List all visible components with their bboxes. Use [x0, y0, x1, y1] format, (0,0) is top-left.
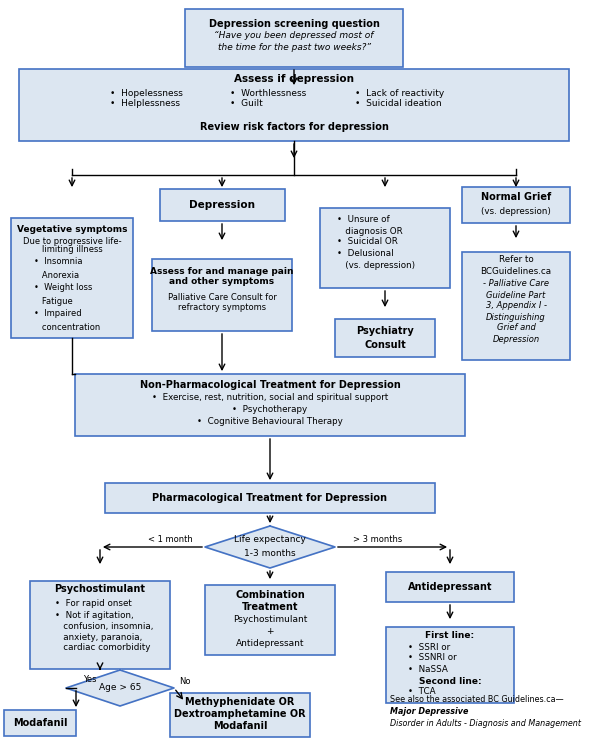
- FancyBboxPatch shape: [19, 69, 569, 141]
- Text: - Palliative Care: - Palliative Care: [483, 279, 549, 288]
- Text: Dextroamphetamine OR: Dextroamphetamine OR: [174, 709, 306, 719]
- FancyBboxPatch shape: [11, 218, 133, 338]
- Text: Distinguishing: Distinguishing: [486, 313, 546, 321]
- Text: •  Psychotherapy: • Psychotherapy: [233, 406, 307, 415]
- Text: Fatigue: Fatigue: [34, 296, 73, 305]
- Text: < 1 month: < 1 month: [148, 534, 193, 543]
- Text: refractory symptoms: refractory symptoms: [178, 304, 266, 313]
- Text: Normal Grief: Normal Grief: [481, 192, 551, 202]
- FancyBboxPatch shape: [185, 9, 403, 67]
- Text: •  Worthlessness: • Worthlessness: [230, 89, 306, 98]
- Text: •  Delusional: • Delusional: [337, 250, 393, 259]
- Text: the time for the past two weeks?”: the time for the past two weeks?”: [217, 44, 370, 52]
- Text: Anorexia: Anorexia: [34, 270, 79, 279]
- FancyBboxPatch shape: [205, 585, 335, 655]
- Text: “Have you been depressed most of: “Have you been depressed most of: [214, 32, 373, 41]
- Text: (vs. depression): (vs. depression): [481, 206, 551, 216]
- Text: •  Suicidal OR: • Suicidal OR: [337, 237, 398, 247]
- Text: Psychostimulant: Psychostimulant: [55, 584, 145, 594]
- Text: Depression: Depression: [492, 335, 540, 344]
- FancyBboxPatch shape: [335, 319, 435, 357]
- Text: Grief and: Grief and: [497, 324, 535, 333]
- Text: Antidepressant: Antidepressant: [236, 639, 305, 649]
- Text: Assess if depression: Assess if depression: [234, 74, 354, 84]
- Text: First line:: First line:: [425, 630, 475, 639]
- Text: Psychiatry: Psychiatry: [356, 326, 414, 336]
- Text: Second line:: Second line:: [419, 676, 481, 686]
- Text: cardiac comorbidity: cardiac comorbidity: [55, 644, 150, 653]
- Text: •  NaSSA: • NaSSA: [408, 664, 448, 673]
- Text: anxiety, paranoia,: anxiety, paranoia,: [55, 633, 143, 641]
- Text: Methyphenidate OR: Methyphenidate OR: [186, 697, 294, 707]
- Text: 3, Appendix I -: 3, Appendix I -: [485, 302, 547, 310]
- Text: Assess for and manage pain: Assess for and manage pain: [150, 267, 294, 276]
- Text: Pharmacological Treatment for Depression: Pharmacological Treatment for Depression: [153, 493, 388, 503]
- FancyBboxPatch shape: [386, 627, 514, 703]
- Polygon shape: [66, 670, 174, 706]
- Text: See also the associated BC Guidelines.ca—: See also the associated BC Guidelines.ca…: [390, 695, 564, 704]
- Text: Depression: Depression: [189, 200, 255, 210]
- Text: 1-3 months: 1-3 months: [244, 550, 296, 559]
- Text: +: +: [266, 627, 274, 636]
- Text: Age > 65: Age > 65: [99, 684, 141, 692]
- FancyBboxPatch shape: [386, 572, 514, 602]
- Text: •  SSNRI or: • SSNRI or: [408, 653, 456, 662]
- Text: •  Lack of reactivity: • Lack of reactivity: [355, 89, 444, 98]
- Text: BCGuidelines.ca: BCGuidelines.ca: [481, 268, 551, 276]
- FancyBboxPatch shape: [462, 187, 570, 223]
- Text: •  Helplessness: • Helplessness: [110, 100, 180, 109]
- Text: •  TCA: • TCA: [408, 687, 436, 696]
- FancyBboxPatch shape: [170, 693, 310, 737]
- Text: diagnosis OR: diagnosis OR: [337, 226, 403, 236]
- Text: •  SSRI or: • SSRI or: [408, 642, 450, 652]
- Text: Psychostimulant: Psychostimulant: [233, 616, 307, 624]
- Text: Palliative Care Consult for: Palliative Care Consult for: [167, 293, 276, 302]
- Text: Depression screening question: Depression screening question: [209, 19, 379, 29]
- Text: •  Unsure of: • Unsure of: [337, 216, 390, 225]
- Text: •  Guilt: • Guilt: [230, 100, 263, 109]
- Text: (vs. depression): (vs. depression): [337, 261, 415, 270]
- Text: > 3 months: > 3 months: [353, 534, 403, 543]
- Text: Review risk factors for depression: Review risk factors for depression: [200, 122, 388, 132]
- Text: •  Insomnia: • Insomnia: [34, 257, 82, 267]
- Text: Treatment: Treatment: [241, 602, 298, 612]
- Text: Refer to: Refer to: [499, 256, 534, 265]
- FancyBboxPatch shape: [462, 252, 570, 360]
- FancyBboxPatch shape: [320, 208, 450, 288]
- Text: limiting illness: limiting illness: [42, 245, 102, 254]
- FancyBboxPatch shape: [152, 259, 292, 331]
- Text: Vegetative symptoms: Vegetative symptoms: [16, 225, 127, 234]
- Polygon shape: [205, 526, 335, 568]
- Text: •  Weight loss: • Weight loss: [34, 284, 92, 293]
- Text: Modafanil: Modafanil: [213, 721, 267, 731]
- Text: Guideline Part: Guideline Part: [487, 290, 545, 299]
- Text: Combination: Combination: [235, 590, 305, 600]
- Text: and other symptoms: and other symptoms: [170, 278, 274, 287]
- Text: •  For rapid onset: • For rapid onset: [55, 599, 132, 607]
- Text: Disorder in Adults - Diagnosis and Management: Disorder in Adults - Diagnosis and Manag…: [390, 720, 581, 729]
- Text: No: No: [179, 676, 191, 686]
- FancyBboxPatch shape: [75, 374, 465, 436]
- Text: Non-Pharmacological Treatment for Depression: Non-Pharmacological Treatment for Depres…: [140, 380, 401, 390]
- Text: Major Depressive: Major Depressive: [390, 707, 468, 717]
- FancyBboxPatch shape: [160, 189, 284, 221]
- Text: •  Impaired: • Impaired: [34, 310, 82, 319]
- Text: Antidepressant: Antidepressant: [408, 582, 492, 592]
- Text: confusion, insomnia,: confusion, insomnia,: [55, 621, 153, 630]
- Text: Life expectancy: Life expectancy: [234, 536, 306, 545]
- Text: Modafanil: Modafanil: [13, 718, 67, 728]
- Text: Yes: Yes: [83, 675, 97, 684]
- Text: •  Hopelessness: • Hopelessness: [110, 89, 183, 98]
- Text: •  Suicidal ideation: • Suicidal ideation: [355, 100, 442, 109]
- Text: Consult: Consult: [364, 340, 406, 350]
- Text: •  Exercise, rest, nutrition, social and spiritual support: • Exercise, rest, nutrition, social and …: [152, 393, 388, 403]
- Text: •  Not if agitation,: • Not if agitation,: [55, 610, 134, 619]
- FancyBboxPatch shape: [30, 581, 170, 669]
- Text: Due to progressive life-: Due to progressive life-: [23, 236, 121, 245]
- Text: •  Cognitive Behavioural Therapy: • Cognitive Behavioural Therapy: [197, 418, 343, 426]
- FancyBboxPatch shape: [105, 483, 435, 513]
- Text: concentration: concentration: [34, 322, 100, 332]
- FancyBboxPatch shape: [4, 710, 76, 736]
